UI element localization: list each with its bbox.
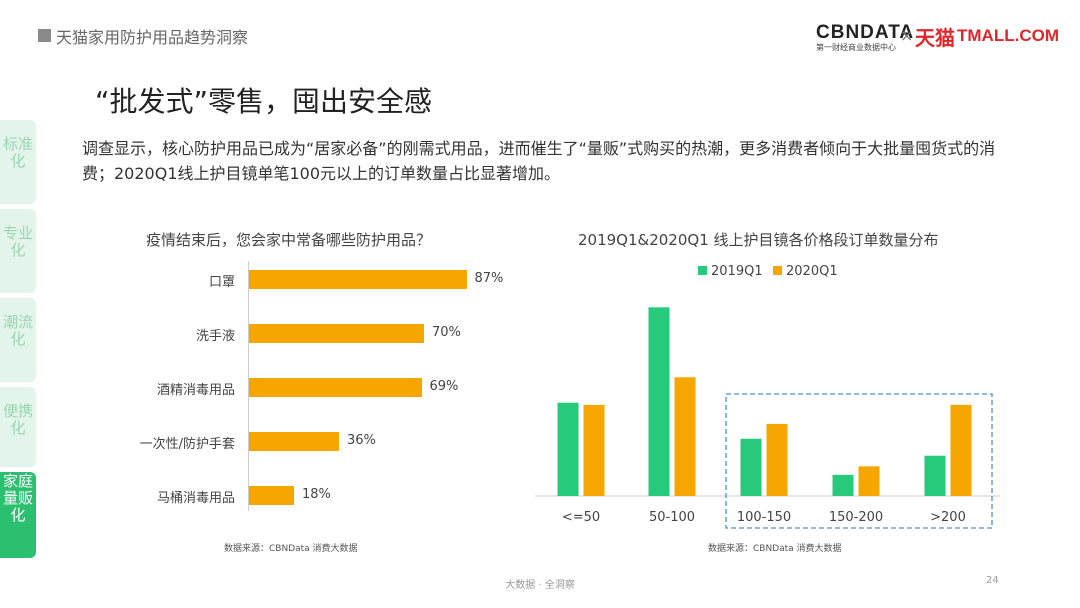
sidebar-item-standardization[interactable]: 标准化: [0, 120, 36, 204]
bar-2020q1: [950, 404, 972, 496]
bar: [249, 486, 294, 505]
sidebar-item-family-bulk[interactable]: 家庭量贩化: [0, 472, 36, 558]
bar-value-label: 70%: [432, 325, 461, 340]
bar: [249, 270, 467, 289]
bar: [249, 378, 422, 397]
sidebar-item-label: 专业化: [2, 224, 33, 259]
x-tick-label: 100-150: [737, 510, 791, 525]
bar-category-label: 一次性/防护手套: [139, 437, 235, 452]
section-title: 天猫家用防护用品趋势洞察: [56, 28, 249, 47]
bar-category-label: 马桶消毒用品: [156, 491, 235, 506]
x-tick-label: >200: [930, 510, 966, 525]
legend-swatch: [773, 266, 782, 275]
bar-2019q1: [832, 474, 854, 496]
sidebar-item-label: 便携化: [2, 402, 33, 437]
bar-2020q1: [674, 377, 696, 496]
bar-value-label: 69%: [429, 379, 459, 394]
logo-separator: ×: [900, 26, 914, 45]
page-number: 24: [986, 575, 999, 586]
bar-category-label: 洗手液: [195, 329, 235, 344]
x-tick-label: 150-200: [829, 510, 883, 525]
right-chart-title: 2019Q1&2020Q1 线上护目镜各价格段订单数量分布: [578, 231, 939, 249]
bar: [249, 324, 424, 343]
bar-2020q1: [858, 466, 880, 496]
footer-slogan: 大数据 · 全洞察: [505, 580, 575, 591]
bar-value-label: 18%: [302, 487, 331, 502]
cbndata-logo-subtitle: 第一财经商业数据中心: [816, 43, 896, 52]
left-chart-title: 疫情结束后，您会家中常备哪些防护用品？: [146, 231, 432, 249]
legend-item-2020q1: 2020Q1: [773, 264, 838, 279]
sidebar-item-portability[interactable]: 便携化: [0, 387, 36, 467]
right-chart-source: 数据来源：CBNData 消费大数据: [708, 544, 842, 554]
page-description: 调查显示，核心防护用品已成为“居家必备”的刚需式用品，进而催生了“量贩”式购买的…: [82, 139, 996, 183]
left-chart-source: 数据来源：CBNData 消费大数据: [224, 544, 358, 554]
x-tick-label: <=50: [562, 510, 600, 525]
legend-swatch: [698, 266, 707, 275]
legend-item-2019q1: 2019Q1: [698, 264, 763, 279]
highlight-box: [725, 393, 993, 529]
tmall-logo: 天猫: [915, 26, 955, 50]
tmall-logo-en: TMALL.COM: [957, 26, 1059, 45]
legend-label: 2020Q1: [786, 264, 838, 279]
bar-category-label: 口罩: [208, 275, 235, 290]
sidebar-item-label: 标准化: [2, 135, 33, 170]
left-chart-axis: [248, 261, 249, 511]
bar-2020q1: [766, 423, 788, 496]
bar: [249, 432, 339, 451]
sidebar-item-professionalization[interactable]: 专业化: [0, 209, 36, 293]
page-title: “批发式”零售，囤出安全感: [95, 85, 433, 118]
x-tick-label: 50-100: [649, 510, 695, 525]
sidebar-item-trendiness[interactable]: 潮流化: [0, 298, 36, 382]
bar-2019q1: [740, 438, 762, 496]
cbndata-logo: CBNDATA: [816, 22, 915, 43]
header-marker: [38, 29, 51, 42]
bar-value-label: 87%: [474, 271, 504, 286]
bar-value-label: 36%: [347, 433, 376, 448]
sidebar-item-label: 潮流化: [2, 313, 33, 348]
bar-2019q1: [924, 455, 946, 496]
bar-2019q1: [557, 402, 579, 496]
bar-category-label: 酒精消毒用品: [156, 383, 235, 398]
bar-2019q1: [648, 307, 670, 496]
legend-label: 2019Q1: [711, 264, 763, 279]
bar-2020q1: [583, 404, 605, 496]
sidebar-item-label: 家庭量贩化: [2, 472, 33, 524]
